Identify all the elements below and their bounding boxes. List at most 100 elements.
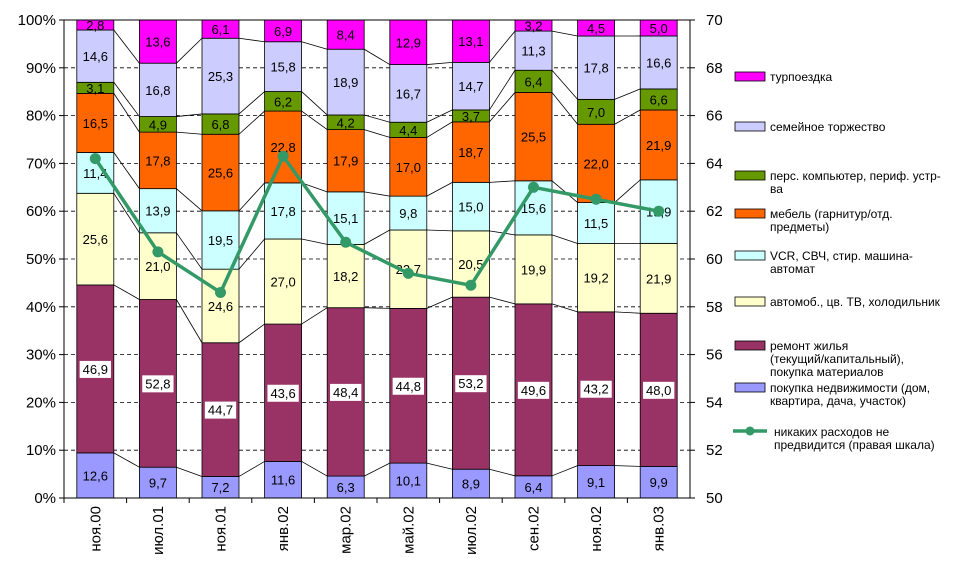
data-label: 15,1 [333, 211, 358, 226]
segment-connector [426, 462, 453, 470]
data-label: 19,5 [208, 233, 233, 248]
line-point [277, 150, 289, 162]
data-label: 4,5 [587, 21, 605, 36]
segment-connector [426, 296, 453, 309]
legend-swatch [734, 340, 766, 351]
segment-connector [364, 462, 390, 477]
segment-connector [113, 193, 140, 234]
data-label: 25,6 [208, 166, 233, 181]
bar-segment [76, 29, 115, 83]
segment-connector [176, 37, 203, 64]
legend-label: автомоб., цв. ТВ, холодильник [770, 295, 941, 309]
data-label: 8,4 [337, 28, 355, 43]
x-tick-label: сен.02 [526, 506, 543, 551]
x-tick-label: ноя.01 [213, 506, 230, 552]
segment-connector [489, 468, 516, 477]
segment-connector [363, 48, 391, 65]
data-label: 8,9 [462, 477, 480, 492]
legend-label: автомат [770, 262, 815, 276]
data-label: 20,5 [458, 257, 483, 272]
segment-connector [614, 465, 641, 467]
segment-connector [238, 91, 265, 115]
bar-segment [326, 48, 365, 116]
legend-label: перс. компьютер, периф. устр- [770, 169, 941, 183]
line-point [590, 193, 602, 205]
no-expenses-line [89, 150, 665, 298]
data-label: 14,6 [83, 49, 108, 64]
segment-connector [176, 113, 203, 117]
segment-connector [301, 91, 328, 116]
segment-connector [176, 466, 203, 477]
data-label: 18,9 [333, 75, 358, 90]
right-tick-label: 60 [706, 251, 723, 268]
bar-segment [201, 37, 240, 115]
data-label: 16,5 [83, 116, 108, 131]
left-tick-label: 30% [26, 347, 56, 364]
segment-connector [364, 229, 390, 245]
bar-segment [389, 19, 428, 65]
data-label: 12,9 [396, 35, 421, 50]
bar-segment [639, 179, 678, 244]
data-label: 46,9 [83, 362, 108, 377]
data-label-background [580, 380, 612, 398]
bar-segment [138, 19, 177, 64]
bar-segment [639, 466, 678, 499]
segment-connector [113, 82, 140, 117]
data-label: 16,8 [145, 83, 170, 98]
data-label: 9,9 [650, 475, 668, 490]
data-label: 25,3 [208, 69, 233, 84]
data-label: 27,0 [270, 275, 295, 290]
data-label: 6,4 [524, 480, 542, 495]
data-label: 13,9 [145, 204, 170, 219]
data-label-background [392, 377, 424, 395]
data-label: 4,2 [337, 115, 355, 130]
data-label: 14,7 [458, 79, 483, 94]
legend-swatch [734, 296, 766, 307]
data-label: 17,0 [396, 160, 421, 175]
x-tick-label: май.02 [400, 506, 417, 554]
x-tick-label: июл.02 [463, 506, 480, 555]
data-label: 18,7 [458, 145, 483, 160]
data-label: 16,6 [646, 55, 671, 70]
segment-connector [489, 30, 516, 63]
data-label-background [267, 384, 299, 402]
legend-label: предвидится (правая шкала) [774, 438, 935, 452]
segment-connector [426, 229, 453, 232]
axes: 0% 10% 20% 30% 40% 50% 60% 70% 80% 90% 100% 50 52 54 5… [18, 12, 723, 555]
line-point [152, 246, 164, 258]
legend-line-marker [745, 426, 755, 436]
right-tick-label: 62 [706, 203, 723, 220]
data-label: 11,5 [584, 216, 608, 231]
legend-label: квартира, дача, участок) [770, 394, 906, 408]
bar-segment [389, 195, 428, 231]
bar-segment [326, 243, 365, 309]
data-label: 19,9 [521, 262, 546, 277]
right-tick-label: 52 [706, 442, 723, 459]
legend-swatch [734, 250, 766, 261]
data-label: 48,0 [646, 383, 671, 398]
left-tick-label: 90% [26, 60, 56, 77]
bar-segment [451, 19, 490, 63]
data-label: 13,6 [145, 35, 170, 50]
legend-label: (текущий/капитальный), [770, 352, 904, 366]
data-label-background [79, 360, 111, 378]
x-tick-label: июл.01 [150, 506, 167, 555]
data-label-background [455, 375, 487, 393]
bar-segment [514, 30, 553, 71]
segment-connector [426, 109, 453, 123]
line-point [89, 153, 101, 165]
left-tick-label: 50% [26, 251, 56, 268]
data-label: 9,8 [399, 206, 417, 221]
segment-connector [489, 230, 516, 236]
x-tick-label: ноя.00 [87, 506, 104, 552]
line-point [215, 286, 226, 298]
x-tick-label: мар.02 [338, 506, 355, 554]
data-label: 10,1 [396, 474, 421, 489]
data-label: 18,2 [333, 269, 358, 284]
bar-segment [577, 243, 615, 313]
segment-connector [113, 29, 140, 64]
data-label: 11,6 [271, 473, 295, 488]
left-tick-label: 10% [26, 442, 56, 459]
x-tick-label: янв.02 [275, 506, 292, 551]
data-label: 6,9 [274, 24, 292, 39]
